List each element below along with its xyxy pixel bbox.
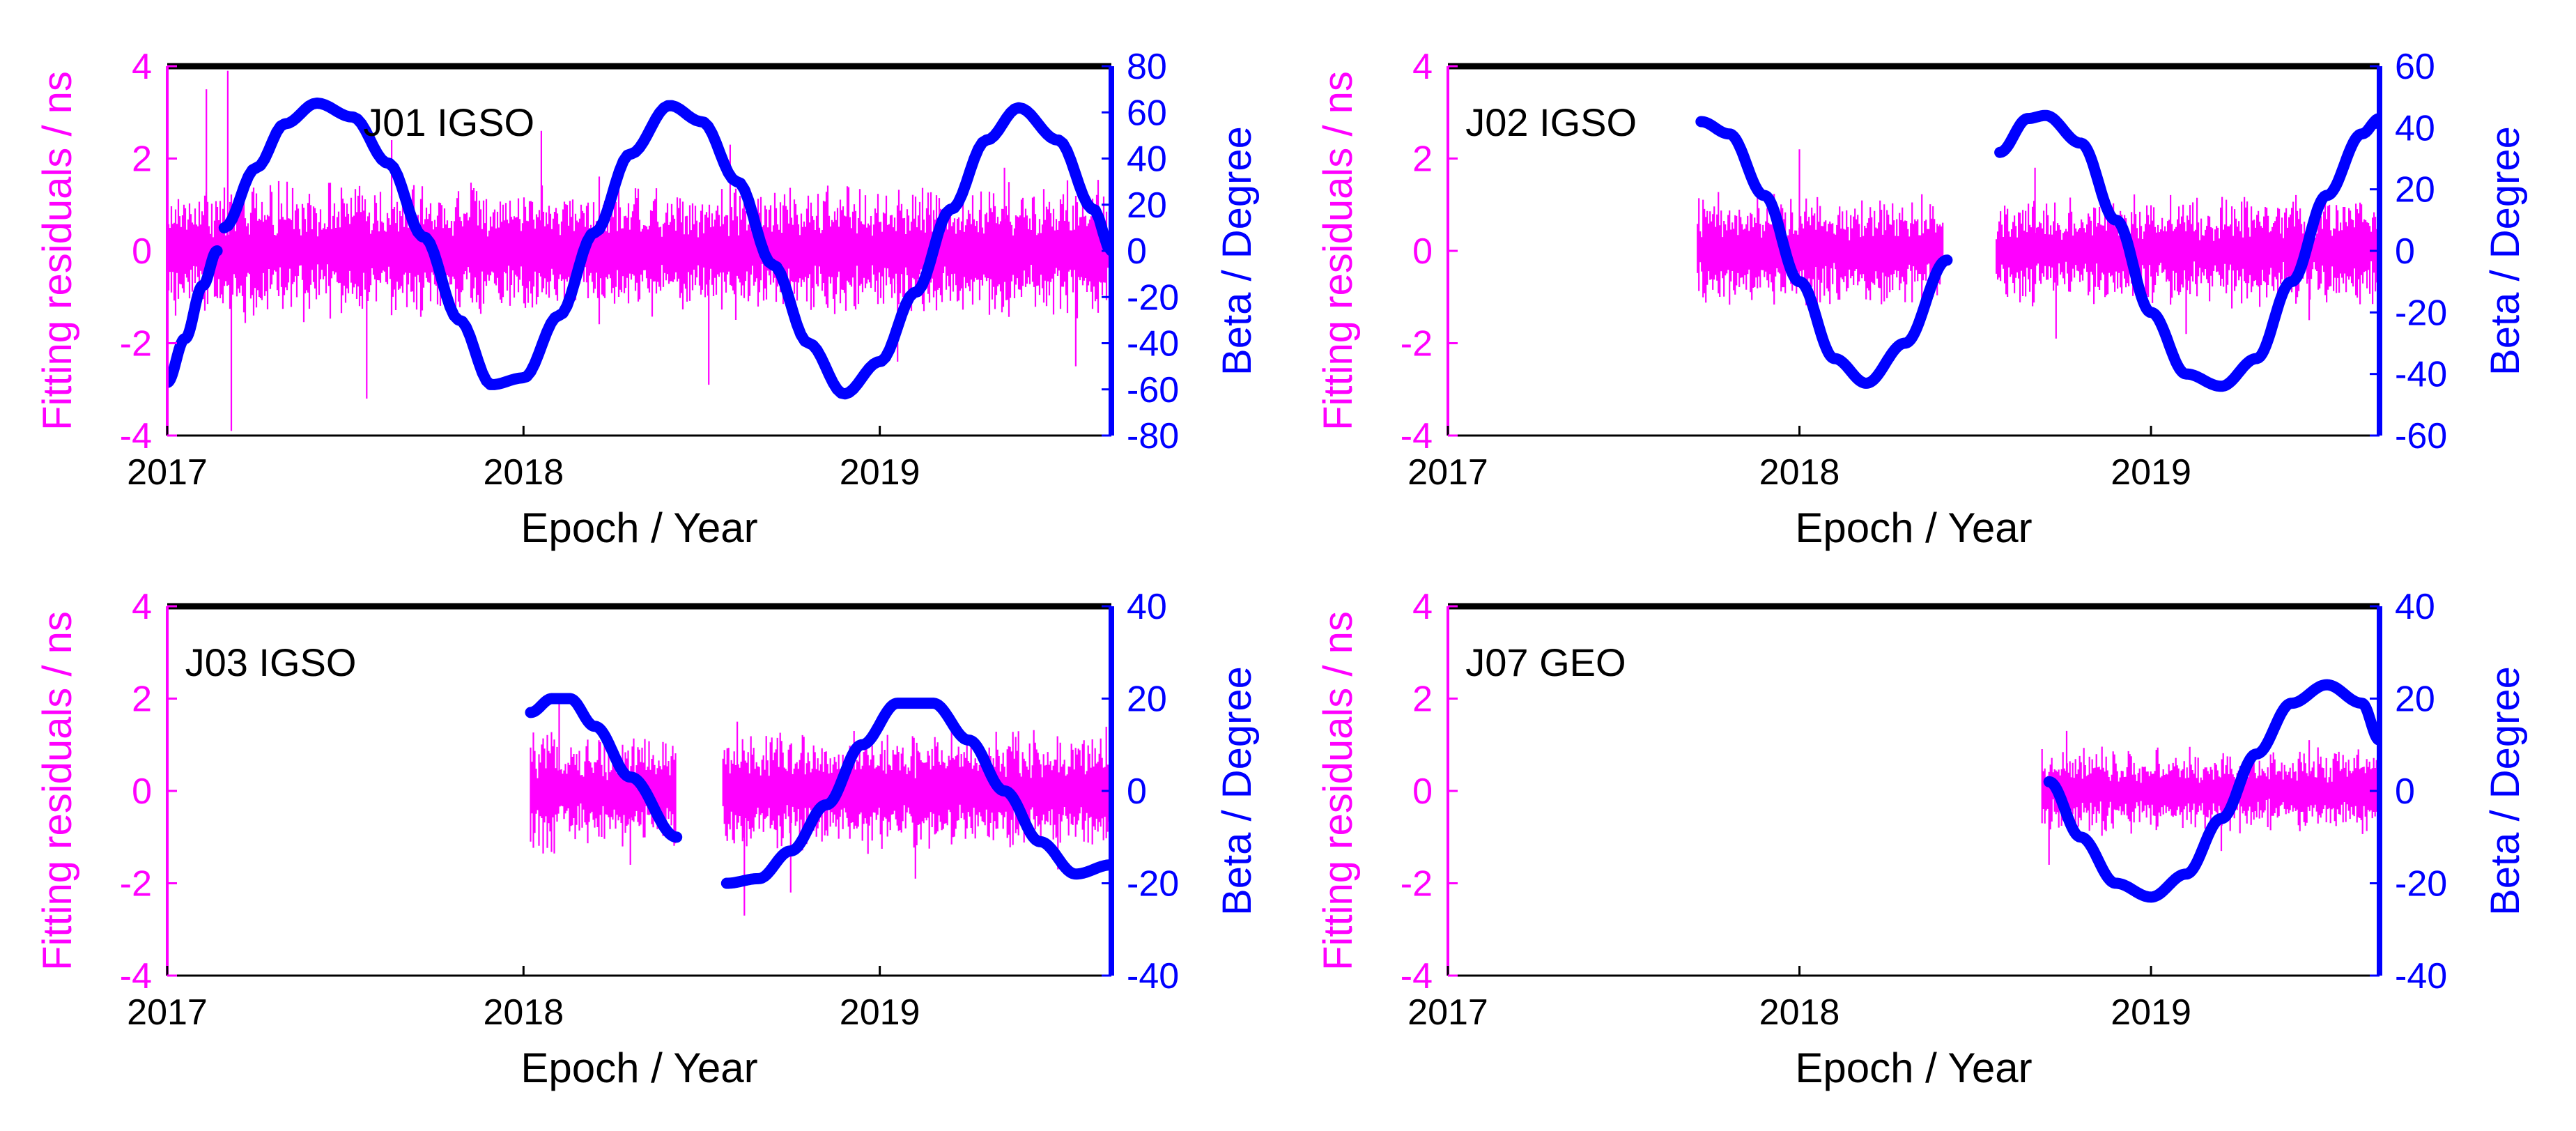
- y-right-tick-label: -40: [2395, 355, 2447, 395]
- panel-title: J03 IGSO: [185, 640, 357, 684]
- y-right-tick-label: 40: [1127, 587, 1167, 627]
- y-left-tick-label: -4: [1401, 416, 1433, 456]
- y-right-tick-label: 0: [1127, 771, 1147, 812]
- x-tick-label: 2017: [127, 452, 208, 493]
- beta-series-segment: [2043, 679, 2380, 903]
- y-left-tick-label: -4: [120, 416, 152, 456]
- y-right-tick-label: 60: [1127, 93, 1167, 133]
- x-label: Epoch / Year: [1795, 505, 2032, 551]
- beta-series-segment: [167, 245, 223, 388]
- y-right-tick-label: 0: [2395, 231, 2415, 272]
- y-right-tick-label: 20: [1127, 679, 1167, 720]
- y-left-tick-label: 2: [132, 139, 152, 180]
- y-left-tick-label: -4: [120, 956, 152, 997]
- y-left-tick-label: 0: [132, 231, 152, 272]
- beta-series-segment: [720, 698, 1111, 889]
- y-left-tick-label: 4: [1412, 47, 1433, 87]
- panel-title: J01 IGSO: [363, 100, 534, 144]
- y-left-tick-label: 0: [1412, 231, 1433, 272]
- y-right-tick-label: -60: [2395, 416, 2447, 456]
- y-right-tick-label: -20: [2395, 864, 2447, 905]
- y-right-tick-label: 40: [2395, 587, 2435, 627]
- y-right-tick-label: -60: [1127, 370, 1179, 410]
- y-left-label: Fitting residuals / ns: [1316, 71, 1361, 431]
- y-right-tick-label: -20: [1127, 277, 1179, 318]
- y-left-label: Fitting residuals / ns: [35, 71, 80, 431]
- beta-series-segment: [1994, 109, 2380, 392]
- y-left-tick-label: 4: [132, 587, 152, 627]
- y-left-tick-label: 4: [132, 47, 152, 87]
- y-left-label: Fitting residuals / ns: [35, 611, 80, 971]
- y-right-tick-label: -20: [2395, 293, 2447, 333]
- x-tick-label: 2018: [1759, 992, 1840, 1033]
- y-left-tick-label: 2: [132, 679, 152, 720]
- y-right-tick-label: 40: [2395, 108, 2435, 148]
- x-label: Epoch / Year: [520, 505, 757, 551]
- x-label: Epoch / Year: [520, 1045, 757, 1091]
- y-right-tick-label: -40: [2395, 956, 2447, 997]
- y-left-tick-label: 2: [1412, 679, 1433, 720]
- y-left-tick-label: -2: [120, 864, 152, 905]
- y-left-label: Fitting residuals / ns: [1316, 611, 1361, 971]
- y-right-tick-label: 60: [2395, 47, 2435, 87]
- x-tick-label: 2019: [2111, 992, 2191, 1033]
- x-tick-label: 2017: [1407, 452, 1488, 493]
- panel-j01-igso: 2017 2018 2019-4-2024-80-60-40-20020406080…: [35, 47, 1260, 551]
- y-right-tick-label: 40: [1127, 139, 1167, 180]
- x-tick-label: 2019: [2111, 452, 2191, 493]
- y-left-tick-label: 2: [1412, 139, 1433, 180]
- y-left-tick-label: 0: [1412, 771, 1433, 812]
- y-left-tick-label: -2: [1401, 864, 1433, 905]
- y-right-label: Beta / Degree: [2483, 666, 2528, 916]
- x-tick-label: 2019: [840, 992, 920, 1033]
- y-right-tick-label: 0: [2395, 771, 2415, 812]
- y-right-tick-label: 20: [2395, 679, 2435, 720]
- y-right-tick-label: 20: [1127, 185, 1167, 226]
- y-left-tick-label: -2: [120, 324, 152, 364]
- x-tick-label: 2018: [483, 452, 564, 493]
- x-tick-label: 2018: [483, 992, 564, 1033]
- beta-series-segment: [218, 98, 1111, 400]
- x-label: Epoch / Year: [1795, 1045, 2032, 1091]
- y-right-tick-label: 0: [1127, 231, 1147, 272]
- x-tick-label: 2018: [1759, 452, 1840, 493]
- residual-series: [167, 70, 1111, 431]
- y-right-tick-label: -20: [1127, 864, 1179, 905]
- y-left-tick-label: 4: [1412, 587, 1433, 627]
- y-right-tick-label: 80: [1127, 47, 1167, 87]
- y-left-tick-label: -4: [1401, 956, 1433, 997]
- x-tick-label: 2017: [1407, 992, 1488, 1033]
- panel-title: J02 IGSO: [1465, 100, 1637, 144]
- y-right-label: Beta / Degree: [2483, 126, 2528, 376]
- y-left-tick-label: 0: [132, 771, 152, 812]
- panel-title: J07 GEO: [1465, 640, 1626, 684]
- y-right-label: Beta / Degree: [1214, 126, 1260, 376]
- y-right-label: Beta / Degree: [1214, 666, 1260, 916]
- x-tick-label: 2019: [840, 452, 920, 493]
- panel-j02-igso: 2017 2018 2019-4-2024-60-40-200204060Fitti…: [1316, 47, 2528, 551]
- y-right-tick-label: 20: [2395, 170, 2435, 210]
- y-left-tick-label: -2: [1401, 324, 1433, 364]
- y-right-tick-label: -40: [1127, 324, 1179, 364]
- beta-series-segment: [525, 693, 683, 843]
- y-right-tick-label: -80: [1127, 416, 1179, 456]
- y-right-tick-label: -40: [1127, 956, 1179, 997]
- residual-series: [1697, 149, 2380, 339]
- beta-series-segment: [1695, 116, 1953, 389]
- x-tick-label: 2017: [127, 992, 208, 1033]
